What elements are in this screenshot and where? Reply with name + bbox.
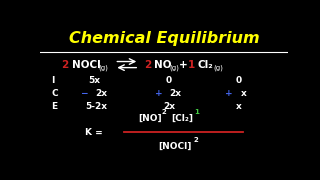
Text: I: I [51,76,54,85]
Text: Cl₂: Cl₂ [197,60,213,69]
Text: 1: 1 [188,60,195,69]
Text: 0: 0 [166,76,172,85]
Text: NO: NO [154,60,172,69]
Text: 2: 2 [161,109,166,115]
Text: (g): (g) [98,65,108,71]
Text: −: − [80,89,87,98]
Text: (g): (g) [214,65,223,71]
Text: [Cl₂]: [Cl₂] [172,114,194,123]
Text: 2: 2 [61,60,68,69]
Text: [NOCl]: [NOCl] [158,142,192,151]
Text: 2x: 2x [163,102,175,111]
Text: x: x [236,102,241,111]
Text: x: x [241,89,246,98]
Text: 2: 2 [144,60,151,69]
Text: 2x: 2x [95,89,108,98]
Text: (g): (g) [170,65,180,71]
Text: +: + [225,89,232,98]
Text: +: + [155,89,163,98]
Text: K =: K = [84,128,102,137]
Text: 5x: 5x [89,76,100,85]
Text: C: C [51,89,58,98]
Text: 1: 1 [194,109,199,115]
Text: E: E [51,102,57,111]
Text: [NO]: [NO] [139,114,162,123]
Text: +: + [179,60,188,69]
Text: 5-2x: 5-2x [85,102,107,111]
Text: 2: 2 [193,137,198,143]
Text: 0: 0 [235,76,242,85]
Text: 2x: 2x [169,89,181,98]
Text: NOCl: NOCl [71,60,100,69]
Text: Chemical Equilibrium: Chemical Equilibrium [69,31,259,46]
